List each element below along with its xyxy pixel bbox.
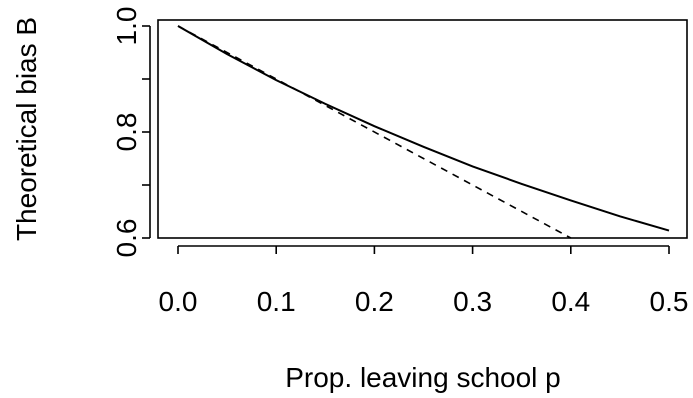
dashed-series-line	[177, 25, 572, 239]
x-axis: 0.0 0.1 0.2 0.3 0.4 0.5	[159, 245, 689, 317]
series-layer	[177, 25, 670, 239]
x-tick-label: 0.5	[650, 286, 689, 317]
x-tick-label: 0.2	[355, 286, 394, 317]
plot-frame	[157, 19, 688, 239]
x-tick-label: 0.0	[159, 286, 198, 317]
y-tick-label: 1.0	[111, 7, 142, 46]
y-axis-title: Theoretical bias B	[11, 17, 42, 241]
solid-series-line	[177, 25, 670, 232]
x-tick-label: 0.1	[257, 286, 296, 317]
x-tick-label: 0.4	[551, 286, 590, 317]
x-axis-title: Prop. leaving school p	[285, 362, 561, 393]
y-axis: 0.6 0.8 1.0	[111, 7, 151, 258]
y-tick-label: 0.6	[111, 219, 142, 258]
x-tick-label: 0.3	[453, 286, 492, 317]
y-tick-label: 0.8	[111, 113, 142, 152]
